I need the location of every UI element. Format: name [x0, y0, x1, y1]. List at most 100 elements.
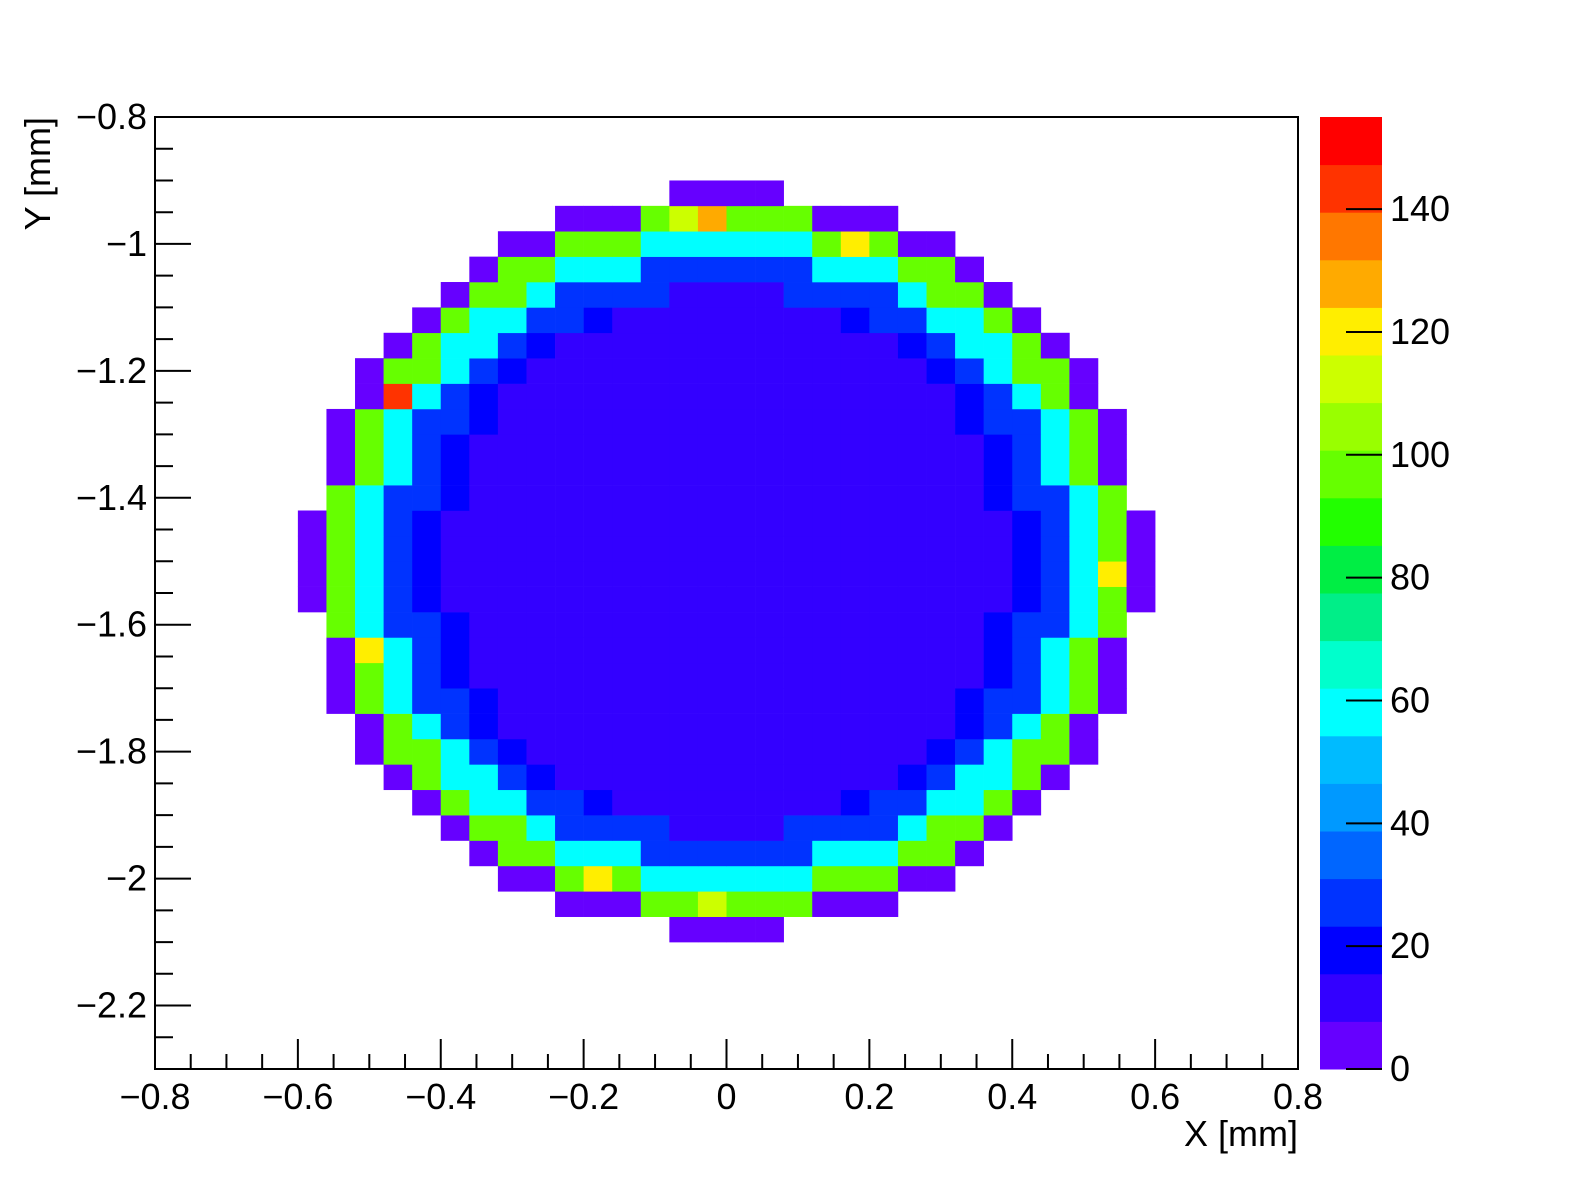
heatmap-cell [669, 612, 699, 638]
heatmap-cell [840, 332, 870, 359]
heatmap-cell [526, 612, 556, 638]
heatmap-cell [926, 535, 956, 562]
heatmap-cell [497, 561, 527, 587]
heatmap-cell [612, 713, 642, 740]
y-tick-label: −2.2 [76, 985, 147, 1026]
heatmap-cell [669, 637, 699, 664]
colorbar-level [1320, 402, 1382, 451]
heatmap-cell [1012, 434, 1042, 461]
colorbar-level [1320, 735, 1382, 784]
heatmap-cell [526, 688, 556, 714]
heatmap-cell [755, 408, 784, 435]
heatmap-cell [440, 282, 470, 308]
heatmap-cell [983, 358, 1013, 384]
heatmap-cell [697, 408, 727, 435]
heatmap-cell [469, 713, 499, 740]
heatmap-cell [783, 586, 813, 613]
heatmap-cell [640, 662, 670, 689]
heatmap-cell [440, 358, 470, 384]
heatmap-cell [440, 307, 470, 334]
heatmap-cell [697, 865, 727, 892]
heatmap-cell [1040, 332, 1070, 359]
heatmap-cell [640, 561, 670, 587]
heatmap-cell [640, 688, 670, 714]
heatmap-cell [583, 891, 613, 917]
heatmap-cell [1012, 688, 1042, 714]
heatmap-cell [955, 561, 984, 587]
heatmap-cell [840, 840, 870, 867]
heatmap-cell [697, 612, 727, 638]
heatmap-cell [669, 764, 699, 791]
heatmap-cell [1097, 561, 1127, 587]
heatmap-cell [526, 815, 556, 841]
heatmap-cell [1040, 358, 1070, 384]
heatmap-cell [726, 180, 756, 207]
heatmap-cell [612, 307, 642, 334]
heatmap-cell [726, 485, 756, 511]
x-tick-label: 0.8 [1273, 1076, 1323, 1117]
heatmap-cell [1012, 358, 1042, 384]
heatmap-cell [526, 662, 556, 689]
heatmap-cell [812, 535, 842, 562]
heatmap-cell [669, 865, 699, 892]
heatmap-cell [1097, 434, 1127, 461]
heatmap-cell [640, 738, 670, 765]
heatmap-cell [897, 713, 927, 740]
heatmap-cell [783, 535, 813, 562]
colorbar-level [1320, 497, 1382, 546]
heatmap-cell [440, 713, 470, 740]
heatmap-cell [726, 840, 756, 867]
heatmap-cell [583, 535, 613, 562]
heatmap-cell [1012, 561, 1042, 587]
heatmap-cell [1069, 688, 1099, 714]
heatmap-cell [612, 459, 642, 486]
heatmap-cell [1040, 612, 1070, 638]
heatmap-cell [669, 231, 699, 257]
heatmap-cell [669, 840, 699, 867]
colorbar-level [1320, 1021, 1382, 1070]
heatmap-cell [555, 383, 584, 410]
x-tick-label: 0.4 [987, 1076, 1037, 1117]
heatmap-cell [383, 535, 413, 562]
heatmap-cell [640, 612, 670, 638]
heatmap-cell [526, 561, 556, 587]
heatmap-cell [1097, 535, 1127, 562]
heatmap-cell [526, 485, 556, 511]
heatmap-cell [497, 713, 527, 740]
heatmap-cell [526, 332, 556, 359]
heatmap-cell [840, 510, 870, 537]
heatmap-cell [697, 764, 727, 791]
heatmap-cell [926, 789, 956, 816]
heatmap-cell [1069, 586, 1099, 613]
heatmap-cell [955, 332, 984, 359]
heatmap-cell [1069, 713, 1099, 740]
heatmap-cell [497, 789, 527, 816]
heatmap-cell [669, 891, 699, 917]
heatmap-cell [926, 840, 956, 867]
heatmap-cell [640, 205, 670, 232]
heatmap-cell [497, 282, 527, 308]
heatmap-cell [412, 662, 442, 689]
heatmap-cell [326, 612, 356, 638]
heatmap-cell [497, 764, 527, 791]
heatmap-cell [726, 205, 756, 232]
colorbar-level [1320, 259, 1382, 308]
heatmap-cell [1040, 459, 1070, 486]
heatmap-cell [783, 815, 813, 841]
heatmap-cell [1069, 408, 1099, 435]
heatmap-cell [726, 789, 756, 816]
heatmap-cell [669, 916, 699, 943]
heatmap-cell [612, 485, 642, 511]
heatmap-cell [469, 485, 499, 511]
heatmap-cell [755, 865, 784, 892]
heatmap-cell [726, 586, 756, 613]
heatmap-cell [612, 561, 642, 587]
heatmap-cell [1012, 662, 1042, 689]
y-tick-label: −0.8 [76, 96, 147, 137]
heatmap-cell [640, 307, 670, 334]
heatmap-cell [297, 561, 327, 587]
heatmap-cell [726, 764, 756, 791]
heatmap-cell [897, 789, 927, 816]
heatmap-cell [412, 485, 442, 511]
heatmap-cell [955, 383, 984, 410]
